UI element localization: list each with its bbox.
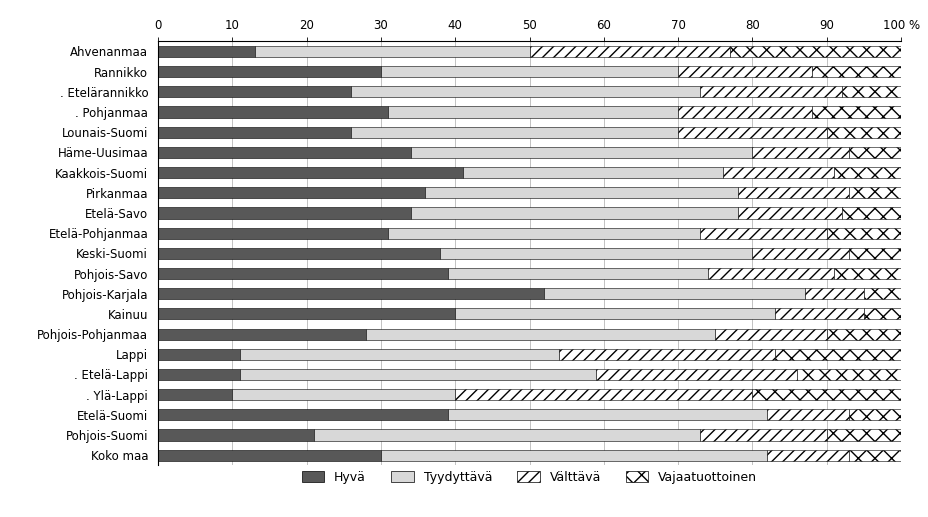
Bar [752, 248, 848, 259]
Bar [158, 187, 425, 199]
Bar [239, 348, 559, 360]
Bar [239, 369, 596, 380]
Bar [700, 227, 826, 239]
Bar [158, 46, 254, 57]
Bar [158, 369, 239, 380]
Bar [848, 409, 900, 420]
Bar [804, 288, 863, 299]
Bar [559, 348, 774, 360]
Bar [158, 127, 351, 138]
Bar [826, 227, 900, 239]
Bar [366, 328, 715, 340]
Bar [796, 369, 900, 380]
Bar [841, 207, 900, 219]
Bar [158, 227, 388, 239]
Bar [848, 248, 900, 259]
Bar [826, 430, 900, 440]
Bar [848, 450, 900, 461]
Bar [677, 107, 811, 117]
Bar [158, 409, 447, 420]
Bar [314, 430, 700, 440]
Bar [737, 207, 841, 219]
Bar [158, 107, 388, 117]
Bar [596, 369, 796, 380]
Bar [767, 450, 848, 461]
Bar [677, 66, 811, 77]
Bar [440, 248, 752, 259]
Bar [158, 288, 544, 299]
Bar [254, 46, 529, 57]
Bar [848, 187, 900, 199]
Bar [158, 430, 314, 440]
Bar [447, 268, 707, 279]
Bar [863, 288, 900, 299]
Legend: Hyvä, Tyydyttävä, Välttävä, Vajaatuottoinen: Hyvä, Tyydyttävä, Välttävä, Vajaatuottoi… [296, 466, 762, 489]
Bar [774, 308, 863, 320]
Bar [447, 409, 767, 420]
Bar [737, 187, 848, 199]
Bar [700, 430, 826, 440]
Bar [707, 268, 833, 279]
Bar [232, 389, 455, 400]
Bar [529, 46, 729, 57]
Bar [158, 147, 410, 158]
Bar [158, 268, 447, 279]
Bar [158, 348, 239, 360]
Bar [158, 308, 455, 320]
Bar [158, 328, 366, 340]
Bar [462, 167, 722, 178]
Bar [388, 227, 700, 239]
Bar [826, 328, 900, 340]
Bar [380, 66, 677, 77]
Bar [158, 389, 232, 400]
Bar [729, 46, 900, 57]
Bar [158, 86, 351, 97]
Bar [752, 147, 848, 158]
Bar [158, 248, 440, 259]
Bar [158, 207, 410, 219]
Bar [425, 187, 737, 199]
Bar [380, 450, 767, 461]
Bar [811, 66, 900, 77]
Bar [351, 86, 700, 97]
Bar [774, 348, 900, 360]
Bar [351, 127, 677, 138]
Bar [158, 450, 380, 461]
Bar [158, 66, 380, 77]
Bar [722, 167, 833, 178]
Bar [841, 86, 900, 97]
Bar [544, 288, 804, 299]
Bar [455, 389, 752, 400]
Bar [833, 268, 900, 279]
Bar [752, 389, 900, 400]
Bar [767, 409, 848, 420]
Bar [410, 207, 737, 219]
Bar [388, 107, 677, 117]
Bar [158, 167, 462, 178]
Bar [677, 127, 826, 138]
Bar [833, 167, 900, 178]
Bar [715, 328, 826, 340]
Bar [811, 107, 900, 117]
Bar [455, 308, 774, 320]
Bar [848, 147, 900, 158]
Bar [826, 127, 900, 138]
Bar [863, 308, 900, 320]
Bar [700, 86, 841, 97]
Bar [410, 147, 752, 158]
